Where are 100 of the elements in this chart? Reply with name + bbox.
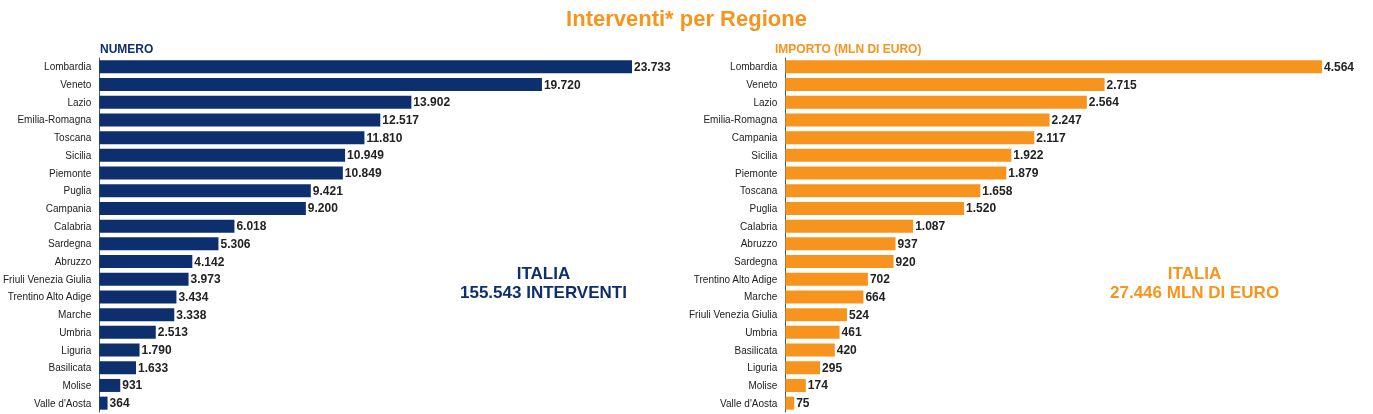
y-tick-label: Abruzzo — [54, 256, 92, 268]
y-tick-label: Sardegna — [48, 238, 92, 250]
data-label: 2.564 — [1088, 95, 1120, 110]
y-tick-label: Lombardia — [44, 61, 92, 73]
y-tick-label: Friuli Venezia Giulia — [3, 273, 92, 285]
chart-subtitle: IMPORTO (MLN DI EURO) — [775, 42, 922, 56]
y-tick-label: Valle d'Aosta — [34, 397, 92, 409]
bar — [99, 361, 137, 375]
bar — [99, 308, 175, 322]
bar — [785, 131, 1035, 145]
y-tick-label: Trentino Alto Adige — [7, 291, 92, 303]
bar — [99, 201, 306, 215]
data-label: 4.564 — [1324, 59, 1355, 74]
bar — [99, 378, 121, 392]
y-tick-label: Trentino Alto Adige — [693, 273, 778, 285]
data-label: 1.879 — [1008, 166, 1039, 181]
annotation: ITALIA 27.446 MLN DI EURO — [1110, 264, 1280, 302]
data-label: 920 — [895, 254, 916, 269]
bar — [785, 361, 821, 375]
y-tick-label: Puglia — [749, 202, 778, 214]
y-tick-label: Emilia-Romagna — [17, 114, 92, 126]
data-label: 664 — [865, 289, 886, 304]
data-label: 4.142 — [194, 254, 225, 269]
bar — [99, 78, 542, 92]
bar — [99, 113, 381, 127]
data-label: 1.087 — [915, 219, 946, 234]
y-tick-label: Puglia — [63, 185, 92, 197]
bar — [99, 131, 365, 145]
bar — [785, 325, 840, 339]
data-label: 3.434 — [178, 289, 209, 304]
bar — [99, 343, 140, 357]
bar — [99, 396, 108, 410]
bar — [785, 60, 1322, 74]
y-tick-label: Piemonte — [49, 167, 92, 179]
y-tick-label: Molise — [62, 379, 92, 391]
data-label: 1.790 — [141, 343, 172, 358]
data-label: 12.517 — [382, 112, 420, 127]
data-label: 364 — [109, 396, 130, 411]
data-label: 5.306 — [220, 236, 251, 251]
bar — [99, 255, 193, 269]
data-label: 13.902 — [413, 95, 451, 110]
bar — [785, 290, 864, 304]
data-label: 295 — [822, 360, 843, 375]
y-tick-label: Sicilia — [65, 149, 92, 161]
data-label: 10.949 — [347, 148, 385, 163]
bar — [99, 219, 235, 233]
data-label: 3.338 — [176, 307, 207, 322]
data-label: 2.247 — [1051, 112, 1082, 127]
y-tick-label: Calabria — [54, 220, 92, 232]
bar — [785, 95, 1087, 109]
y-tick-label: Umbria — [745, 326, 778, 338]
y-tick-label: Valle d'Aosta — [720, 397, 778, 409]
data-label: 6.018 — [236, 219, 267, 234]
annotation: ITALIA 155.543 INTERVENTI — [460, 264, 627, 302]
y-tick-label: Emilia-Romagna — [703, 114, 778, 126]
bar — [785, 201, 965, 215]
y-tick-label: Abruzzo — [740, 238, 778, 250]
bar — [785, 148, 1012, 162]
y-tick-label: Sicilia — [751, 149, 778, 161]
y-tick-label: Calabria — [740, 220, 778, 232]
data-label: 9.421 — [312, 183, 344, 198]
data-label: 1.520 — [966, 201, 997, 216]
data-label: 11.810 — [366, 130, 403, 145]
y-tick-label: Sardegna — [734, 256, 778, 268]
bar — [785, 343, 835, 357]
y-tick-label: Veneto — [746, 79, 778, 91]
bar — [785, 396, 795, 410]
data-label: 75 — [796, 396, 810, 411]
bar — [785, 255, 894, 269]
y-tick-label: Toscana — [54, 132, 92, 144]
data-label: 1.633 — [138, 360, 169, 375]
data-label: 931 — [122, 378, 143, 393]
y-tick-label: Campania — [45, 202, 92, 214]
data-label: 174 — [807, 378, 829, 393]
bar — [785, 113, 1050, 127]
data-label: 2.513 — [157, 325, 189, 340]
text: Interventi* per Regione — [565, 6, 808, 32]
bar — [99, 272, 189, 286]
y-tick-label: Veneto — [60, 79, 92, 91]
data-label: 9.200 — [307, 201, 339, 216]
bar — [99, 95, 412, 109]
y-tick-label: Lazio — [67, 96, 92, 108]
chart-subtitle: NUMERO — [100, 42, 154, 56]
data-label: 1.922 — [1013, 148, 1044, 163]
bar — [785, 308, 847, 322]
y-tick-label: Lazio — [753, 96, 778, 108]
data-label: 19.720 — [543, 77, 581, 92]
data-label: 10.849 — [344, 166, 382, 181]
y-tick-label: Marche — [58, 309, 92, 321]
data-label: 524 — [848, 307, 870, 322]
bar — [785, 78, 1105, 92]
bar — [99, 148, 346, 162]
bar — [785, 219, 914, 233]
data-label: 1.658 — [982, 183, 1013, 198]
data-label: 3.973 — [190, 272, 221, 287]
y-tick-label: Basilicata — [734, 344, 778, 356]
y-tick-label: Marche — [744, 291, 778, 303]
bar — [99, 60, 632, 74]
y-tick-label: Toscana — [740, 185, 778, 197]
data-label: 23.733 — [634, 59, 672, 74]
